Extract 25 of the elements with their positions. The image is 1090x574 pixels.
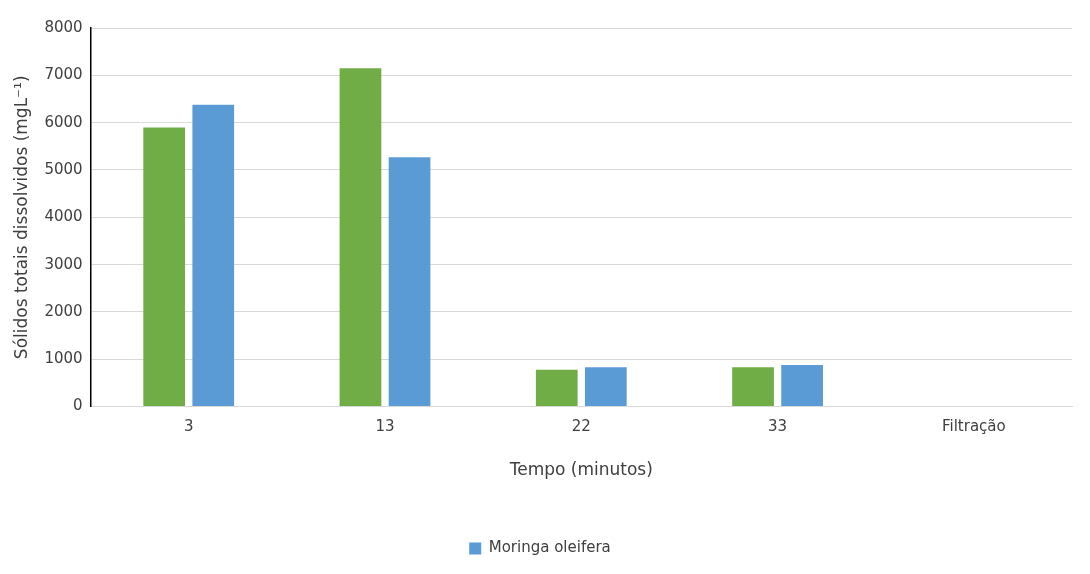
y-tick-label: 7000 [44, 65, 83, 84]
x-tick-label: 33 [768, 417, 788, 436]
y-axis-title: Sólidos totais dissolvidos (mgL⁻¹) [10, 75, 31, 360]
bar [584, 367, 627, 407]
x-tick-label: 3 [183, 417, 194, 436]
bar [339, 68, 382, 407]
y-tick-label: 8000 [44, 17, 83, 36]
bar [143, 127, 186, 407]
legend-label: Moringa oleifera [488, 538, 611, 557]
bar [732, 367, 774, 407]
y-tick-label: 3000 [44, 254, 83, 273]
y-tick-label: 5000 [44, 159, 83, 178]
bar [535, 369, 578, 407]
y-tick-label: 6000 [44, 112, 83, 131]
bar [388, 157, 431, 407]
y-tick-label: 1000 [44, 349, 83, 368]
y-tick-label: 2000 [44, 301, 83, 320]
y-tick-label: 4000 [44, 207, 83, 226]
x-tick-label: Filtração [941, 417, 1006, 436]
x-tick-label: 22 [571, 417, 591, 436]
x-tick-label: 13 [375, 417, 395, 436]
bar [781, 364, 823, 407]
y-tick-label: 0 [73, 396, 83, 415]
x-axis-title: Tempo (minutos) [508, 459, 653, 480]
bar [192, 104, 235, 407]
